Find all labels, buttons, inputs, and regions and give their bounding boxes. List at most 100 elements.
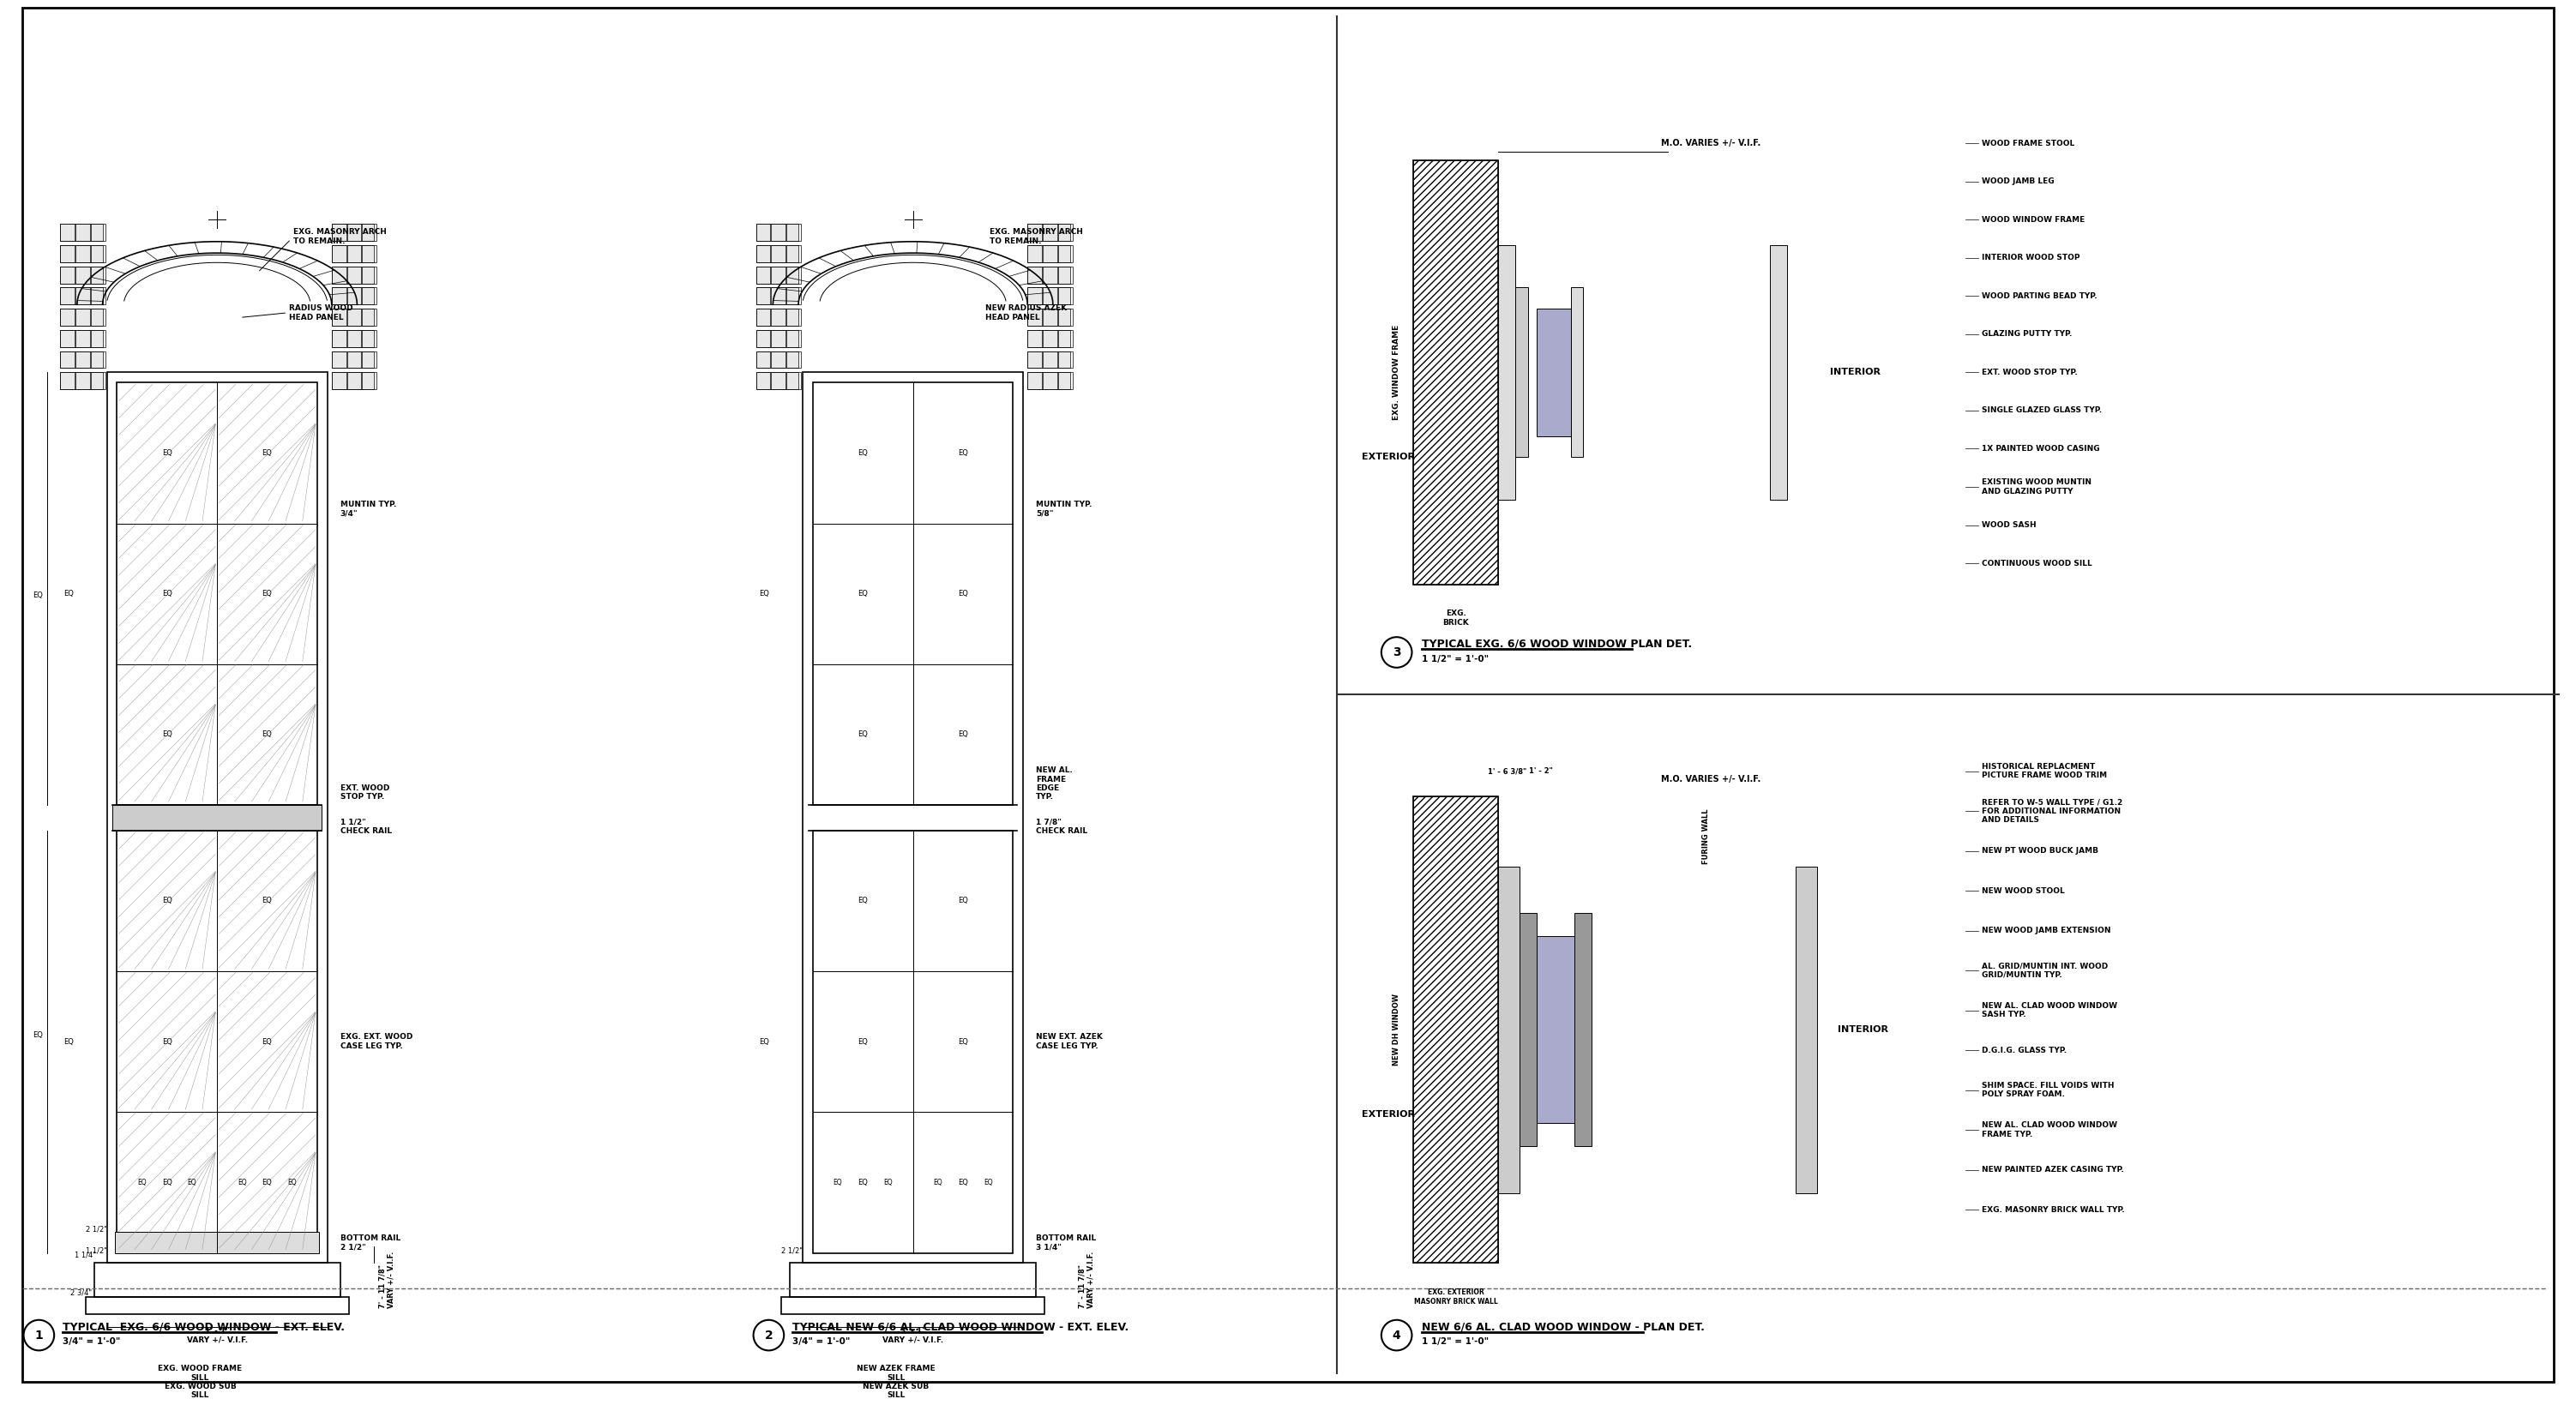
Bar <box>1028 267 1069 284</box>
Bar <box>814 382 1012 805</box>
Text: EXTERIOR: EXTERIOR <box>1363 452 1414 461</box>
Bar <box>95 1263 340 1297</box>
Text: EXT. WOOD
STOP TYP.: EXT. WOOD STOP TYP. <box>340 784 389 801</box>
Bar <box>332 244 374 263</box>
Text: EQ: EQ <box>33 1031 44 1040</box>
Text: WOOD PARTING BEAD TYP.: WOOD PARTING BEAD TYP. <box>1981 292 2097 299</box>
Bar <box>332 267 345 284</box>
Text: 2 1/2": 2 1/2" <box>85 1225 108 1234</box>
Bar <box>75 330 90 347</box>
Bar <box>1059 244 1072 263</box>
Text: EXG. EXT. WOOD
CASE LEG TYP.: EXG. EXT. WOOD CASE LEG TYP. <box>340 1034 412 1050</box>
Bar <box>770 267 786 284</box>
Text: HISTORICAL REPLACMENT
PICTURE FRAME WOOD TRIM: HISTORICAL REPLACMENT PICTURE FRAME WOOD… <box>1981 763 2107 780</box>
Bar <box>786 309 801 326</box>
Text: EXG. WINDOW FRAME: EXG. WINDOW FRAME <box>1394 325 1401 420</box>
Text: TYPICAL  EXG. 6/6 WOOD WINDOW - EXT. ELEV.: TYPICAL EXG. 6/6 WOOD WINDOW - EXT. ELEV… <box>62 1321 345 1332</box>
Bar <box>332 309 374 326</box>
Bar <box>59 372 103 389</box>
Bar <box>59 372 75 389</box>
Bar <box>1028 372 1041 389</box>
Bar <box>804 372 1023 1263</box>
Text: 7' - 11 7/8"
VARY +/- V.I.F.: 7' - 11 7/8" VARY +/- V.I.F. <box>379 1252 394 1308</box>
Text: EQ: EQ <box>33 592 44 599</box>
Text: EQ: EQ <box>263 896 273 905</box>
Text: EXTERIOR: EXTERIOR <box>1363 1110 1414 1118</box>
Bar <box>1028 223 1041 240</box>
Text: EXG. MASONRY ARCH
TO REMAIN.: EXG. MASONRY ARCH TO REMAIN. <box>989 229 1082 244</box>
Text: NEW WOOD JAMB EXTENSION: NEW WOOD JAMB EXTENSION <box>1981 927 2112 934</box>
Text: 2: 2 <box>765 1329 773 1342</box>
Text: NEW WOOD STOOL: NEW WOOD STOOL <box>1981 887 2066 895</box>
Text: EQ: EQ <box>263 1179 273 1186</box>
Bar <box>1414 797 1499 1263</box>
Text: INTERIOR: INTERIOR <box>1839 1026 1888 1034</box>
Bar <box>1770 244 1788 500</box>
Text: EXG. MASONRY BRICK WALL TYP.: EXG. MASONRY BRICK WALL TYP. <box>1981 1205 2125 1214</box>
Bar <box>90 309 106 326</box>
Text: BOTTOM RAIL
2 1/2": BOTTOM RAIL 2 1/2" <box>340 1235 399 1250</box>
Bar <box>1028 223 1069 240</box>
Bar <box>755 351 799 368</box>
Bar <box>332 223 374 240</box>
Bar <box>116 382 317 805</box>
Bar <box>363 267 376 284</box>
Bar <box>786 330 801 347</box>
Bar <box>786 288 801 305</box>
Text: 1: 1 <box>33 1329 44 1342</box>
Bar <box>59 351 103 368</box>
Text: EQ: EQ <box>958 450 969 457</box>
Text: EQ: EQ <box>162 896 173 905</box>
Bar <box>1538 309 1571 436</box>
Text: EQ: EQ <box>933 1179 943 1186</box>
Text: EQ: EQ <box>958 590 969 597</box>
Text: 1' - 6 3/8": 1' - 6 3/8" <box>1486 767 1528 776</box>
Text: EXG. WOOD FRAME
SILL
EXG. WOOD SUB
SILL: EXG. WOOD FRAME SILL EXG. WOOD SUB SILL <box>157 1364 242 1399</box>
Bar <box>59 309 75 326</box>
Bar <box>1028 351 1041 368</box>
Text: WOOD WINDOW FRAME: WOOD WINDOW FRAME <box>1981 216 2084 223</box>
Bar <box>348 351 361 368</box>
Bar <box>85 1297 348 1314</box>
Bar <box>1414 160 1499 584</box>
Bar <box>1574 913 1592 1146</box>
Bar <box>1520 913 1538 1146</box>
Bar <box>363 351 376 368</box>
Bar <box>1795 867 1816 1193</box>
Bar <box>770 223 786 240</box>
Text: NEW AL. CLAD WOOD WINDOW
FRAME TYP.: NEW AL. CLAD WOOD WINDOW FRAME TYP. <box>1981 1121 2117 1138</box>
Bar <box>770 309 786 326</box>
Text: MUNTIN TYP.
5/8": MUNTIN TYP. 5/8" <box>1036 502 1092 517</box>
Bar <box>59 244 75 263</box>
Text: FURING WALL: FURING WALL <box>1703 809 1710 864</box>
Bar <box>1414 797 1499 1263</box>
Text: 3/4" = 1'-0": 3/4" = 1'-0" <box>793 1338 850 1346</box>
Bar <box>791 1263 1036 1297</box>
Bar <box>755 267 799 284</box>
Bar <box>363 372 376 389</box>
Bar <box>59 223 103 240</box>
Bar <box>1059 351 1072 368</box>
Bar <box>770 372 786 389</box>
Text: TYPICAL EXG. 6/6 WOOD WINDOW PLAN DET.: TYPICAL EXG. 6/6 WOOD WINDOW PLAN DET. <box>1422 638 1692 649</box>
Bar <box>332 223 345 240</box>
Text: NEW PAINTED AZEK CASING TYP.: NEW PAINTED AZEK CASING TYP. <box>1981 1166 2125 1173</box>
Text: D.G.I.G. GLASS TYP.: D.G.I.G. GLASS TYP. <box>1981 1047 2066 1054</box>
Text: AL. GRID/MUNTIN INT. WOOD
GRID/MUNTIN TYP.: AL. GRID/MUNTIN INT. WOOD GRID/MUNTIN TY… <box>1981 962 2107 979</box>
Bar <box>75 372 90 389</box>
Bar <box>1028 330 1041 347</box>
Bar <box>1414 160 1499 584</box>
Bar <box>348 330 361 347</box>
Bar <box>332 267 374 284</box>
Bar <box>1059 330 1072 347</box>
Bar <box>75 288 90 305</box>
Bar <box>770 288 786 305</box>
Bar <box>116 1232 319 1253</box>
Bar <box>75 267 90 284</box>
Bar <box>1028 288 1069 305</box>
Bar <box>1043 372 1056 389</box>
Text: 3' - 1"
VARY +/- V.I.F.: 3' - 1" VARY +/- V.I.F. <box>185 1326 247 1343</box>
Bar <box>755 351 770 368</box>
Bar <box>90 288 106 305</box>
Text: EQ: EQ <box>263 1038 273 1045</box>
